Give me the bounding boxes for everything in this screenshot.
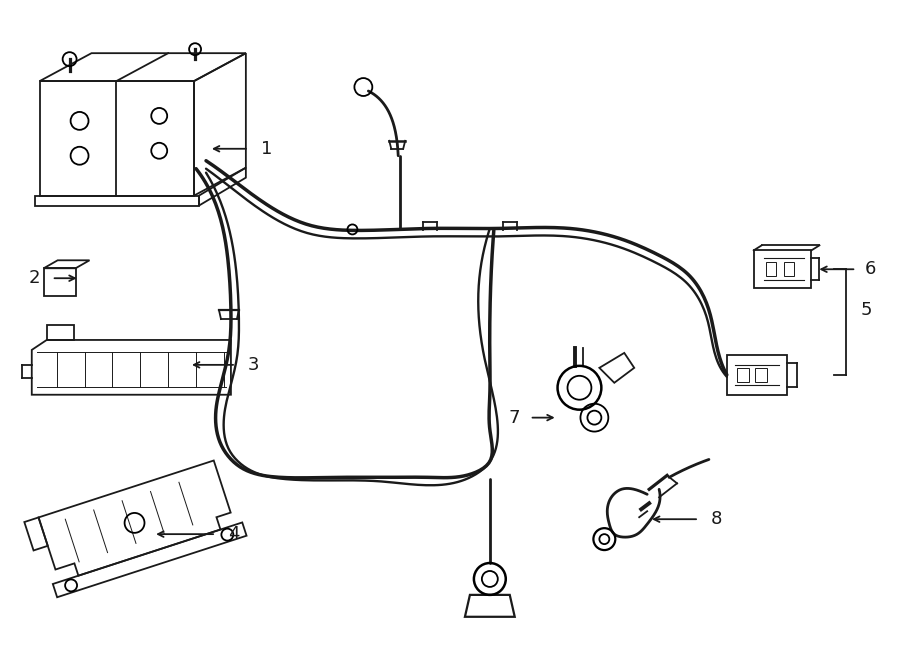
Text: 4: 4 [228,525,239,543]
Text: 6: 6 [864,260,876,278]
Text: 5: 5 [860,301,872,319]
Text: 7: 7 [508,408,519,426]
Text: 2: 2 [28,269,40,288]
Text: 8: 8 [711,510,723,528]
Text: 1: 1 [261,139,272,158]
Text: 3: 3 [248,356,259,374]
